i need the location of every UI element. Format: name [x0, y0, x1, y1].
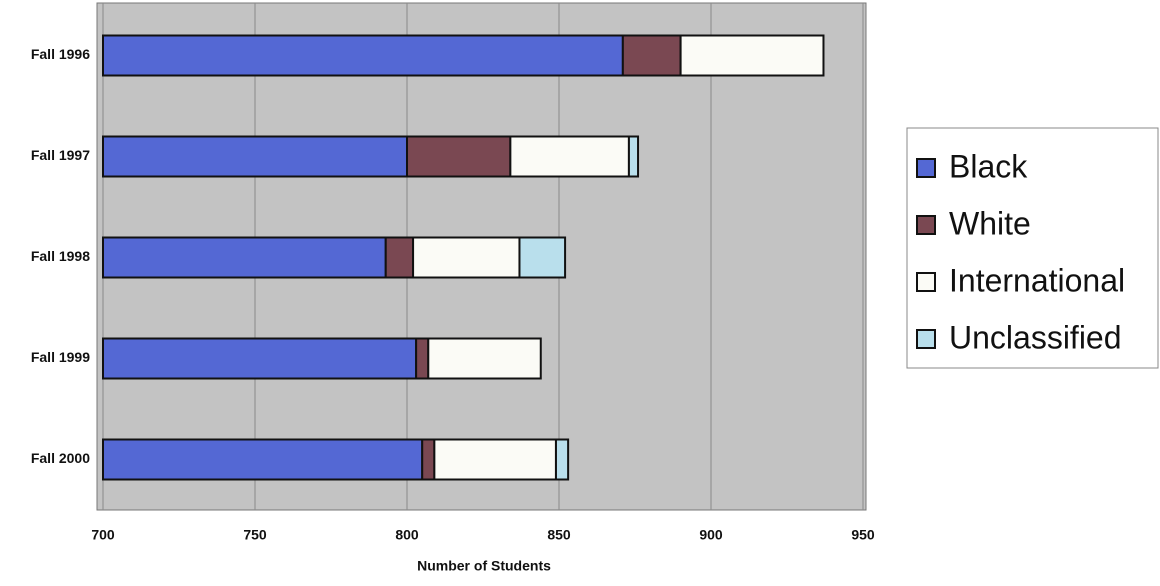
bar-segment [412, 236, 521, 279]
y-tick-label: Fall 1996 [31, 46, 90, 62]
bar-segment [406, 135, 512, 178]
bar-segment [627, 135, 640, 178]
bar-segment [102, 438, 424, 481]
bar-segment [554, 438, 570, 481]
x-tick-label: 750 [243, 527, 267, 543]
bar-segment [102, 34, 624, 77]
bar-segment [518, 236, 567, 279]
x-tick-label: 800 [395, 527, 419, 543]
bar-segment [102, 236, 387, 279]
x-tick-label: 850 [547, 527, 571, 543]
bar-segment [102, 135, 408, 178]
x-tick-label: 700 [91, 527, 115, 543]
bar-segment [621, 34, 682, 77]
y-tick-label: Fall 1997 [31, 147, 90, 163]
legend-swatch [916, 272, 936, 292]
x-tick-label: 900 [699, 527, 723, 543]
legend-label: Black [949, 148, 1028, 184]
y-tick-label: Fall 2000 [31, 450, 90, 466]
legend-label: Unclassified [949, 319, 1122, 355]
legend-label: White [949, 205, 1031, 241]
bar-segment [433, 438, 557, 481]
bar-segment [679, 34, 825, 77]
bar-segment [102, 337, 418, 380]
x-axis-label: Number of Students [417, 558, 551, 574]
x-tick-label: 950 [851, 527, 875, 543]
bar-segment [415, 337, 430, 380]
legend-swatch [916, 158, 936, 178]
bar-segment [427, 337, 542, 380]
bar-segment [509, 135, 630, 178]
legend-box [906, 127, 1159, 369]
bar-segment [421, 438, 436, 481]
legend-swatch [916, 329, 936, 349]
legend-label: International [949, 262, 1125, 298]
y-tick-label: Fall 1998 [31, 248, 90, 264]
y-tick-label: Fall 1999 [31, 349, 90, 365]
bar-segment [384, 236, 415, 279]
legend-swatch [916, 215, 936, 235]
